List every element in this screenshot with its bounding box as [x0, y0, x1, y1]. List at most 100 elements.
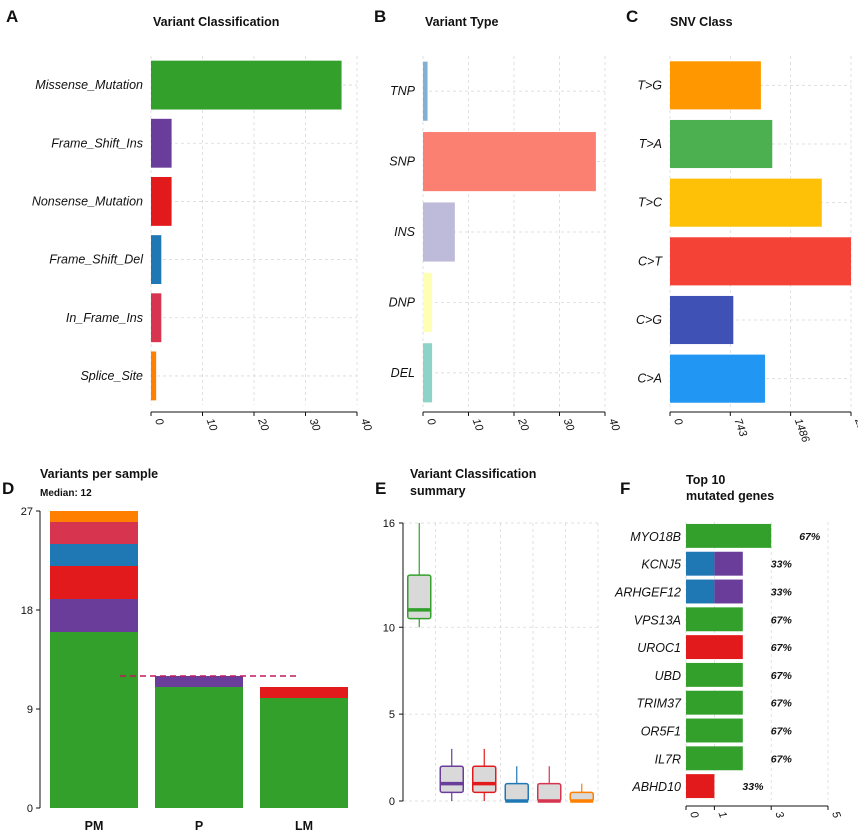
y-tick-label: 27 [21, 506, 33, 518]
pct-label-vps13a: 67% [771, 614, 793, 626]
y-tick-label: 9 [27, 704, 33, 716]
stack-p-frame-shift-ins [155, 676, 243, 687]
bar-splice-site [151, 351, 157, 401]
x-tick-label: 743 [731, 417, 749, 439]
stack-pm-frame-shift-ins [50, 599, 138, 632]
panel-label: E [375, 479, 386, 498]
gene-label-trim37: TRIM37 [637, 697, 683, 711]
bar-c-a [670, 354, 765, 403]
panel-title-line2: mutated genes [686, 489, 774, 503]
category-label-del: DEL [391, 366, 415, 380]
bar-frame-shift-ins [151, 118, 172, 168]
bar-vps13a-missense-mutation [686, 607, 743, 632]
bar-snp [423, 132, 596, 192]
x-tick-label: 10 [470, 417, 486, 433]
pct-label-trim37: 67% [771, 698, 793, 710]
category-label-c-t: C>T [638, 254, 663, 268]
y-tick-label: 18 [21, 605, 33, 617]
category-label-tnp: TNP [390, 84, 416, 98]
x-tick-label: 20 [255, 416, 271, 433]
bar-arhgef12-frame-shift-del [686, 579, 715, 604]
y-tick-label: 10 [383, 622, 395, 634]
bar-c-g [670, 295, 734, 345]
bar-ins [423, 202, 455, 262]
category-label-t-g: T>G [637, 78, 662, 92]
panel-c-snv-class: C SNV Class T>G T>A T>C C>T C>G C>A 0 743 1486 2230 [626, 7, 858, 445]
panel-label: C [626, 7, 638, 26]
x-tick-label: 1 [716, 810, 729, 820]
panel-title-line1: Top 10 [686, 473, 725, 487]
bar-trim37-missense-mutation [686, 690, 743, 715]
bar-in-frame-ins [151, 293, 162, 343]
category-label-nonsense-mutation: Nonsense_Mutation [32, 194, 143, 208]
category-label-snp: SNP [389, 155, 415, 169]
gene-label-vps13a: VPS13A [634, 613, 681, 627]
x-tick-label: 30 [561, 417, 577, 433]
category-label-t-c: T>C [638, 196, 663, 210]
stack-pm-in-frame-ins [50, 522, 138, 544]
pct-label-uroc1: 67% [771, 642, 793, 654]
x-tick-label: 0 [424, 417, 438, 428]
bar-c-t [670, 237, 851, 286]
panel-title: Variant Type [425, 15, 498, 29]
category-label-missense-mutation: Missense_Mutation [35, 78, 143, 92]
y-tick-label: 5 [389, 709, 395, 721]
bar-frame-shift-del [151, 235, 162, 285]
panel-title: Variant Classification [153, 15, 279, 29]
bar-nonsense-mutation [151, 176, 172, 226]
panel-label: F [620, 479, 630, 498]
panel-b-variant-type: B Variant Type TNP SNP INS DNP DEL 0 10 20 30 40 [374, 7, 622, 433]
x-tick-label: 10 [204, 417, 220, 433]
category-label-frame-shift-del: Frame_Shift_Del [49, 253, 144, 267]
bar-or5f1-missense-mutation [686, 718, 743, 743]
bar-kcnj5-frame-shift-ins [714, 551, 743, 576]
category-label-ins: INS [394, 225, 416, 239]
panel-label: A [6, 7, 18, 26]
category-label-c-a: C>A [637, 372, 662, 386]
panel-e-variant-classification-summary: E Variant Classification summary 0 5 10 16 [375, 467, 599, 808]
stack-pm-missense-mutation [50, 632, 138, 808]
bar-myo18b-missense-mutation [686, 523, 772, 548]
gene-label-abhd10: ABHD10 [631, 780, 681, 794]
y-tick-label: 0 [389, 796, 395, 808]
x-tick-label: 40 [358, 417, 374, 433]
panel-label: B [374, 7, 386, 26]
gene-label-arhgef12: ARHGEF12 [614, 586, 681, 600]
box-in-frame-ins [537, 782, 562, 802]
bar-arhgef12-frame-shift-ins [714, 579, 743, 604]
y-tick-label: 16 [383, 518, 395, 530]
pct-label-abhd10: 33% [742, 781, 764, 793]
gene-label-uroc1: UROC1 [637, 641, 681, 655]
gene-label-or5f1: OR5F1 [641, 725, 681, 739]
bar-t-g [670, 61, 761, 110]
bar-missense-mutation [151, 60, 342, 110]
x-tick-label: 2230 [852, 416, 858, 445]
pct-label-arhgef12: 33% [771, 587, 793, 599]
panel-label: D [2, 479, 14, 498]
category-label-frame-shift-ins: Frame_Shift_Ins [51, 136, 143, 150]
y-tick-label: 0 [27, 803, 33, 815]
box-nonsense-mutation [472, 765, 497, 794]
x-tick-label: 3 [772, 810, 786, 821]
stack-lm-missense-mutation [260, 698, 348, 808]
panel-title: Variants per sample [40, 467, 158, 481]
category-label-t-a: T>A [639, 137, 662, 151]
box-frame-shift-ins [439, 765, 464, 794]
x-tick-label: 40 [606, 417, 622, 433]
pct-label-il7r: 67% [771, 753, 793, 765]
x-category-lm: LM [295, 819, 313, 833]
gene-label-kcnj5: KCNJ5 [641, 558, 681, 572]
bar-t-c [670, 178, 822, 227]
bar-ubd-missense-mutation [686, 662, 743, 687]
panel-title-line1: Variant Classification [410, 467, 536, 481]
panel-a-variant-classification: A Variant Classification Missense_Mutation… [6, 7, 374, 433]
panel-d-variants-per-sample: D Variants per sample Median: 12 0 9 18 27 PM P L… [2, 467, 348, 833]
stack-lm-nonsense-mutation [260, 687, 348, 698]
category-label-splice-site: Splice_Site [80, 369, 143, 383]
x-tick-label: 0 [152, 417, 166, 428]
category-label-in-frame-ins: In_Frame_Ins [66, 311, 143, 325]
box-missense-mutation [407, 574, 432, 620]
pct-label-kcnj5: 33% [771, 559, 793, 571]
panel-f-top10-mutated-genes: F Top 10 mutated genes MYO18B 67% KCNJ5 33% ARH… [614, 473, 843, 821]
panel-title-line2: summary [410, 484, 466, 498]
